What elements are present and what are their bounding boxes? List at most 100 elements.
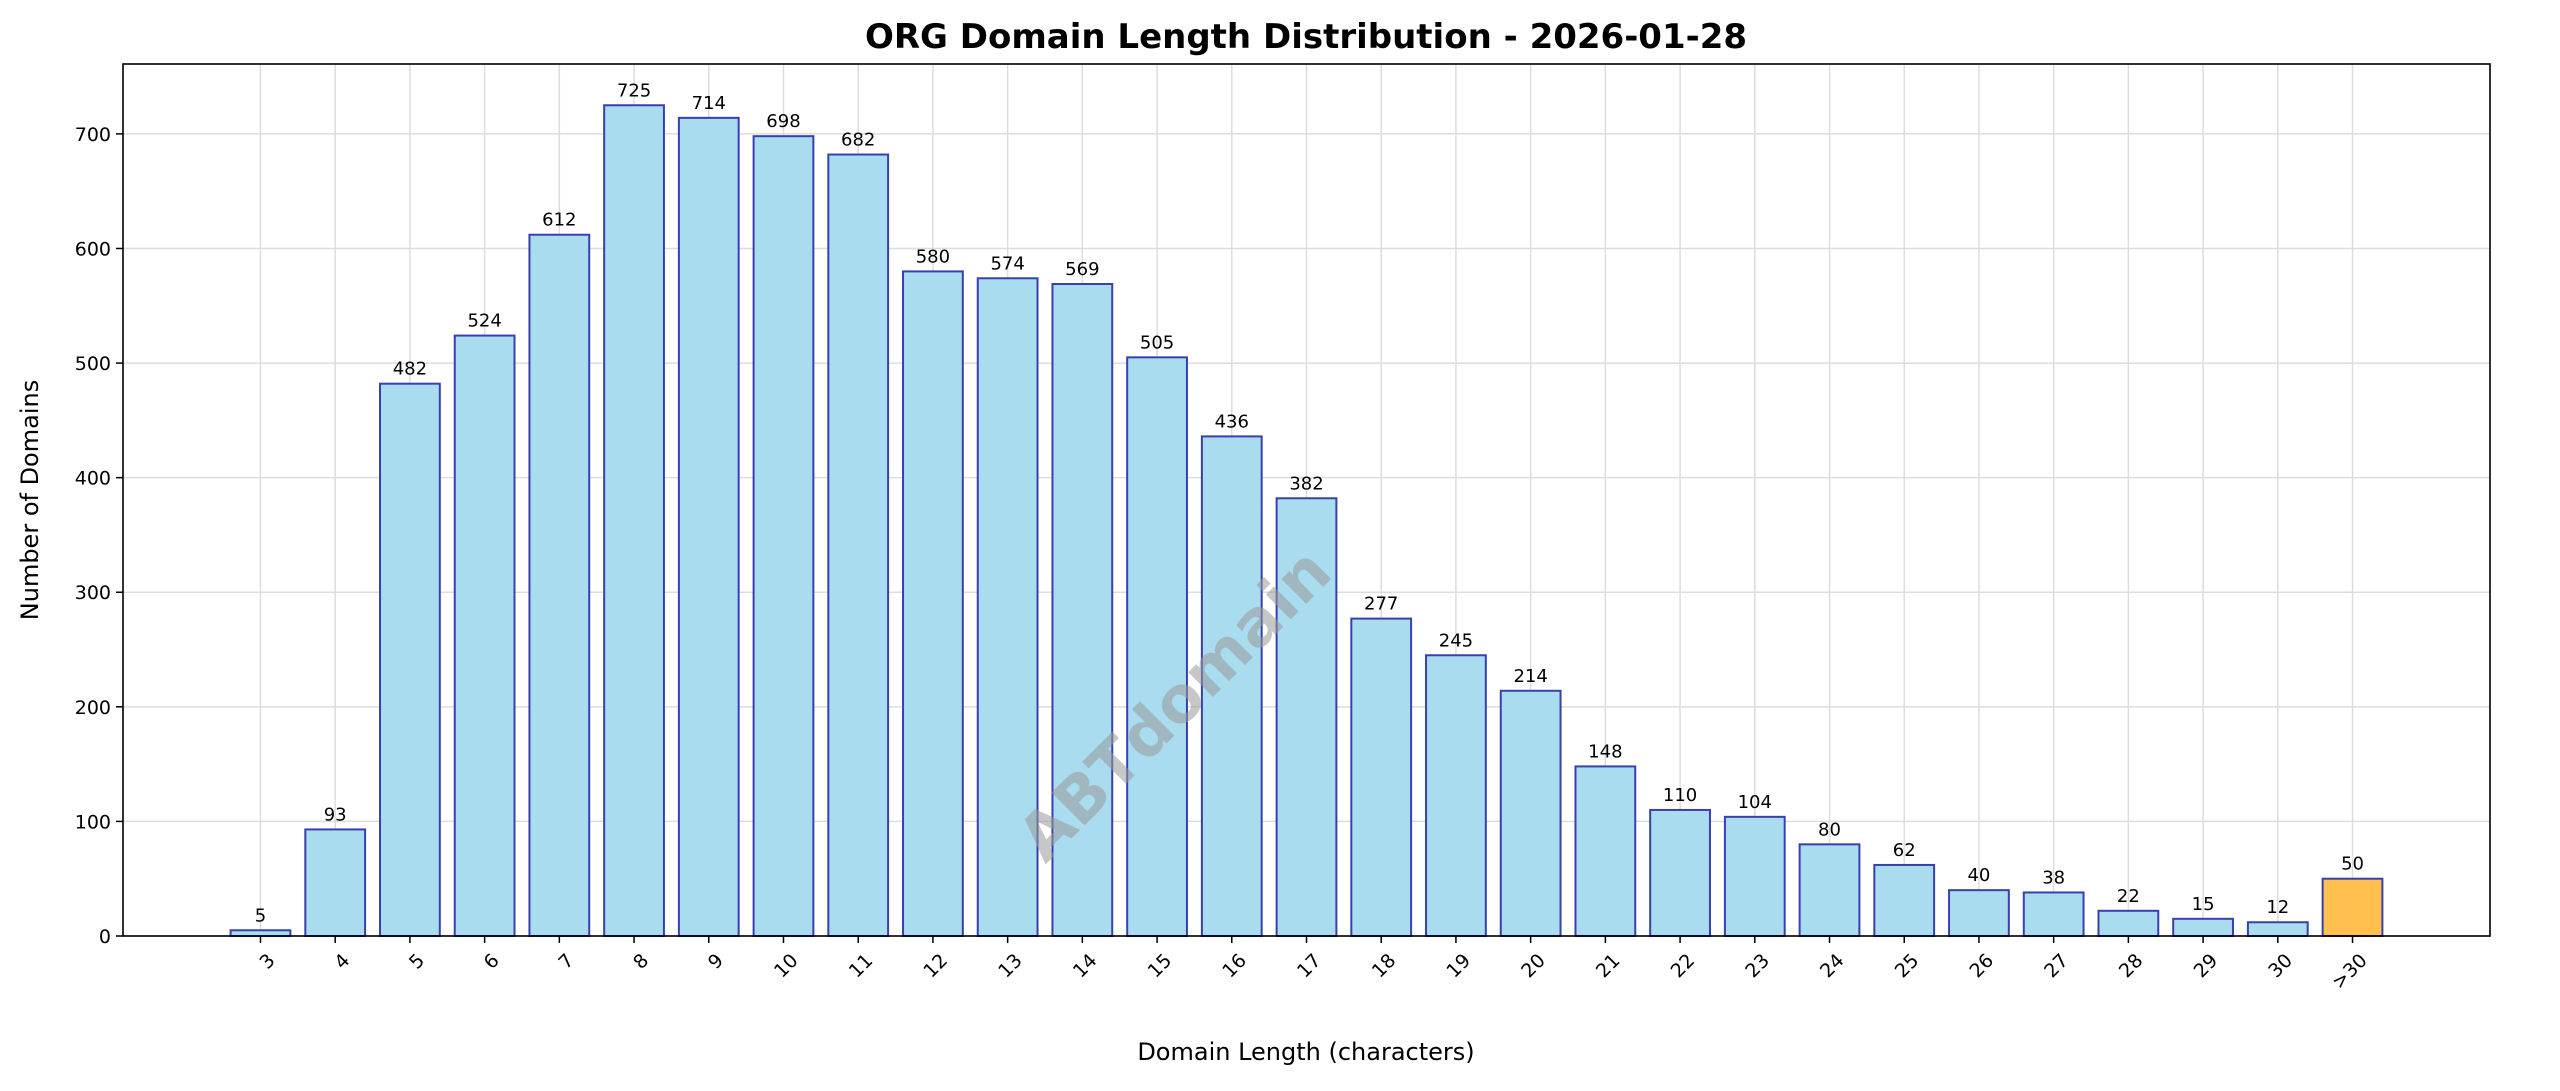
x-tick-label: 22	[1667, 950, 1700, 983]
x-axis-label: Domain Length (characters)	[1137, 1038, 1474, 1066]
x-tick-label: 18	[1368, 950, 1401, 983]
x-tick-label: 10	[770, 950, 803, 983]
data-label: 110	[1663, 785, 1697, 806]
x-tick-label: 9	[704, 950, 728, 974]
y-tick-label: 200	[75, 697, 111, 719]
x-tick-label: 14	[1069, 950, 1102, 983]
x-tick-label: 16	[1218, 950, 1251, 983]
x-tick-label: 23	[1741, 950, 1774, 983]
y-axis: 0 100 200 300 400 500 600 700	[75, 124, 123, 948]
bar-20	[1499, 689, 1562, 938]
data-label: 524	[467, 311, 501, 332]
y-tick-label: 500	[75, 353, 111, 375]
data-label: 148	[1588, 741, 1622, 762]
y-tick-label: 400	[75, 468, 111, 490]
bar->30	[2321, 877, 2384, 938]
data-label: 104	[1738, 792, 1772, 813]
bar-7	[528, 233, 591, 938]
data-label: 714	[692, 93, 726, 114]
x-tick-label: 19	[1442, 950, 1475, 983]
bar-14	[1051, 283, 1114, 937]
x-tick-label: 24	[1816, 950, 1849, 983]
x-tick-label: 12	[919, 950, 952, 983]
y-tick-label: 0	[99, 926, 111, 948]
bar-25	[1873, 863, 1936, 938]
x-tick-label: 11	[845, 950, 878, 983]
bar-3	[229, 929, 292, 937]
data-label: 245	[1439, 630, 1473, 651]
x-tick-label: 21	[1592, 950, 1625, 983]
data-label: 277	[1364, 594, 1398, 615]
bar-28	[2097, 909, 2160, 938]
bar-21	[1574, 765, 1637, 937]
data-label: 15	[2192, 894, 2215, 915]
data-label: 682	[841, 130, 875, 151]
y-tick-label: 600	[75, 238, 111, 260]
x-tick-label: 5	[405, 950, 429, 974]
y-tick-label: 700	[75, 124, 111, 146]
y-axis-label: Number of Domains	[16, 380, 44, 620]
data-label: 698	[766, 111, 800, 132]
bar-29	[2172, 917, 2234, 937]
data-label: 482	[393, 359, 427, 380]
x-tick-label: 20	[1517, 950, 1550, 983]
data-labels: 5 93 482 524 612 725 714 698 682 580 574 569 505 436 3…	[255, 80, 2364, 926]
bar-10	[752, 135, 815, 938]
data-label: 62	[1893, 840, 1916, 861]
bar-30	[2246, 921, 2309, 938]
bar-12	[902, 270, 964, 937]
data-label: 12	[2266, 897, 2289, 918]
data-label: 93	[324, 804, 347, 825]
data-label: 436	[1215, 411, 1249, 432]
bar-6	[453, 334, 516, 938]
x-tick-label: 8	[629, 950, 653, 974]
data-label: 505	[1140, 332, 1174, 353]
bar-24	[1798, 843, 1861, 937]
bar-19	[1425, 654, 1487, 937]
data-label: 38	[2042, 867, 2065, 888]
y-tick-label: 300	[75, 582, 111, 604]
data-label: 612	[542, 210, 576, 231]
x-tick-label: 6	[480, 950, 504, 974]
x-tick-label: 17	[1293, 950, 1326, 983]
data-label: 5	[255, 905, 266, 926]
x-tick-label: 29	[2190, 950, 2223, 983]
bar-15	[1126, 356, 1188, 937]
x-tick-label: 30	[2264, 950, 2297, 983]
x-tick-label: 7	[554, 950, 578, 974]
data-label: 574	[990, 253, 1024, 274]
data-label: 569	[1065, 259, 1099, 280]
bar-13	[976, 277, 1039, 937]
y-tick-label: 100	[75, 811, 111, 833]
data-label: 80	[1818, 819, 1841, 840]
x-tick-label: 28	[2115, 950, 2148, 983]
bar-18	[1350, 617, 1413, 937]
bar-17	[1275, 497, 1338, 937]
x-tick-label: 25	[1891, 950, 1924, 983]
x-tick-label: 13	[994, 950, 1027, 983]
data-label: 382	[1289, 473, 1323, 494]
bar-26	[1948, 889, 2010, 938]
bar-9	[677, 116, 740, 937]
x-tick-label: 15	[1144, 950, 1177, 983]
bar-22	[1649, 808, 1711, 937]
bar-5	[379, 382, 441, 937]
bar-8	[603, 104, 665, 938]
data-label: 214	[1513, 666, 1547, 687]
bar-27	[2022, 891, 2085, 937]
bar-23	[1723, 815, 1786, 938]
data-label: 22	[2117, 886, 2140, 907]
bar-11	[827, 153, 890, 937]
data-label: 40	[1967, 865, 1990, 886]
x-axis: 3 4 5 6 7 8 9 10 11 12 13 14 15 16 17 18 19 20 21 22 23 24 25 2…	[256, 936, 2372, 994]
data-label: 50	[2341, 854, 2364, 875]
bar-4	[304, 828, 367, 937]
data-label: 580	[916, 246, 950, 267]
x-tick-label: 26	[1965, 950, 1998, 983]
x-tick-label: 4	[330, 950, 354, 974]
data-label: 725	[617, 80, 651, 101]
x-tick-label: 3	[256, 950, 280, 974]
x-tick-label: 27	[2040, 950, 2073, 983]
x-tick-label: >30	[2328, 950, 2372, 994]
